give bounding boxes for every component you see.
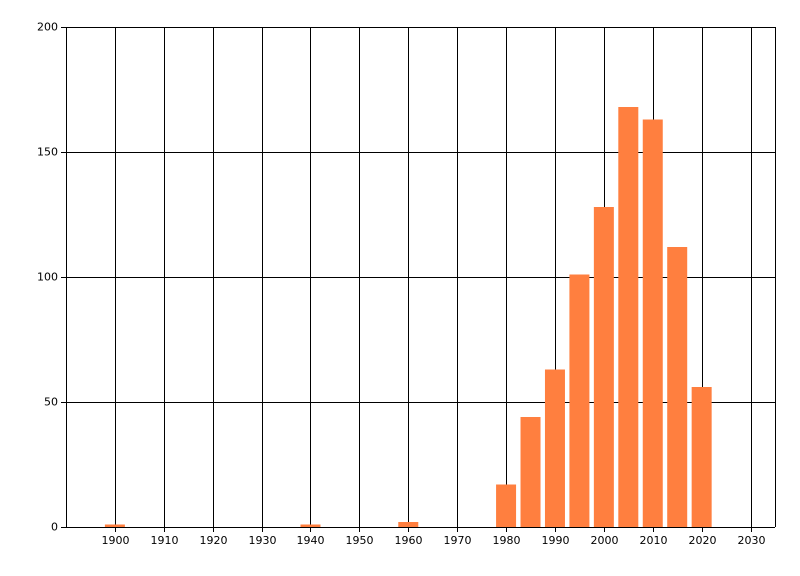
x-tick-label: 1900 — [102, 534, 130, 547]
x-tick-label: 1950 — [346, 534, 374, 547]
y-tick-label: 0 — [51, 521, 58, 534]
bar — [398, 522, 419, 527]
bar — [642, 119, 663, 527]
bar — [520, 417, 541, 527]
bar — [569, 274, 590, 527]
x-tick-label: 1930 — [249, 534, 277, 547]
y-tick-label: 200 — [37, 21, 58, 34]
y-tick-label: 100 — [37, 271, 58, 284]
bar — [593, 207, 614, 527]
y-tick-label: 150 — [37, 146, 58, 159]
bar — [618, 107, 639, 527]
bar — [691, 387, 712, 527]
y-tick-label: 50 — [44, 396, 58, 409]
bar — [300, 524, 321, 527]
x-tick-label: 1910 — [151, 534, 179, 547]
bar — [496, 484, 517, 527]
x-tick-label: 2000 — [591, 534, 619, 547]
x-tick-label: 1960 — [395, 534, 423, 547]
x-tick-label: 1990 — [542, 534, 570, 547]
x-tick-label: 1940 — [297, 534, 325, 547]
bar — [544, 369, 565, 527]
x-tick-label: 2010 — [640, 534, 668, 547]
x-tick-label: 2020 — [689, 534, 717, 547]
x-tick-label: 2030 — [738, 534, 766, 547]
x-tick-label: 1920 — [200, 534, 228, 547]
bar — [667, 247, 688, 527]
x-tick-label: 1970 — [444, 534, 472, 547]
bar — [104, 524, 125, 527]
x-tick-label: 1980 — [493, 534, 521, 547]
